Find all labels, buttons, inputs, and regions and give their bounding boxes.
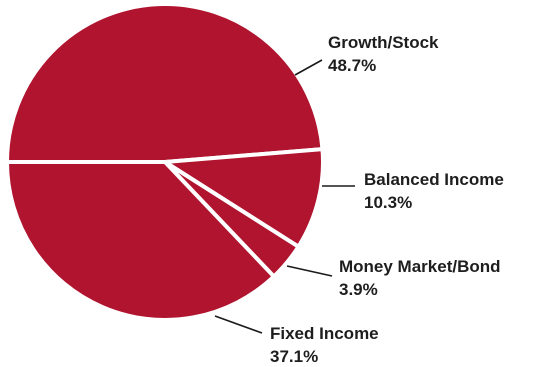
slice-value-growth-stock: 48.7% [328,56,376,75]
slice-label-growth-stock: Growth/Stock [328,33,439,52]
leader-line-growth-stock [294,59,323,76]
leader-lines [214,59,355,334]
slice-value-fixed-income: 37.1% [270,347,318,366]
slice-fixed-income [4,160,277,322]
slice-balanced-income [158,146,325,250]
leader-line-money-market-bond [286,265,333,277]
slice-growth-stock [4,2,325,164]
slice-label-money-market-bond: Money Market/Bond [339,257,501,276]
slice-label-fixed-income: Fixed Income [270,324,379,343]
pie-slices [4,2,325,322]
slice-value-balanced-income: 10.3% [364,193,412,212]
slice-value-money-market-bond: 3.9% [339,280,378,299]
slice-label-balanced-income: Balanced Income [364,170,504,189]
leader-line-fixed-income [214,315,263,334]
